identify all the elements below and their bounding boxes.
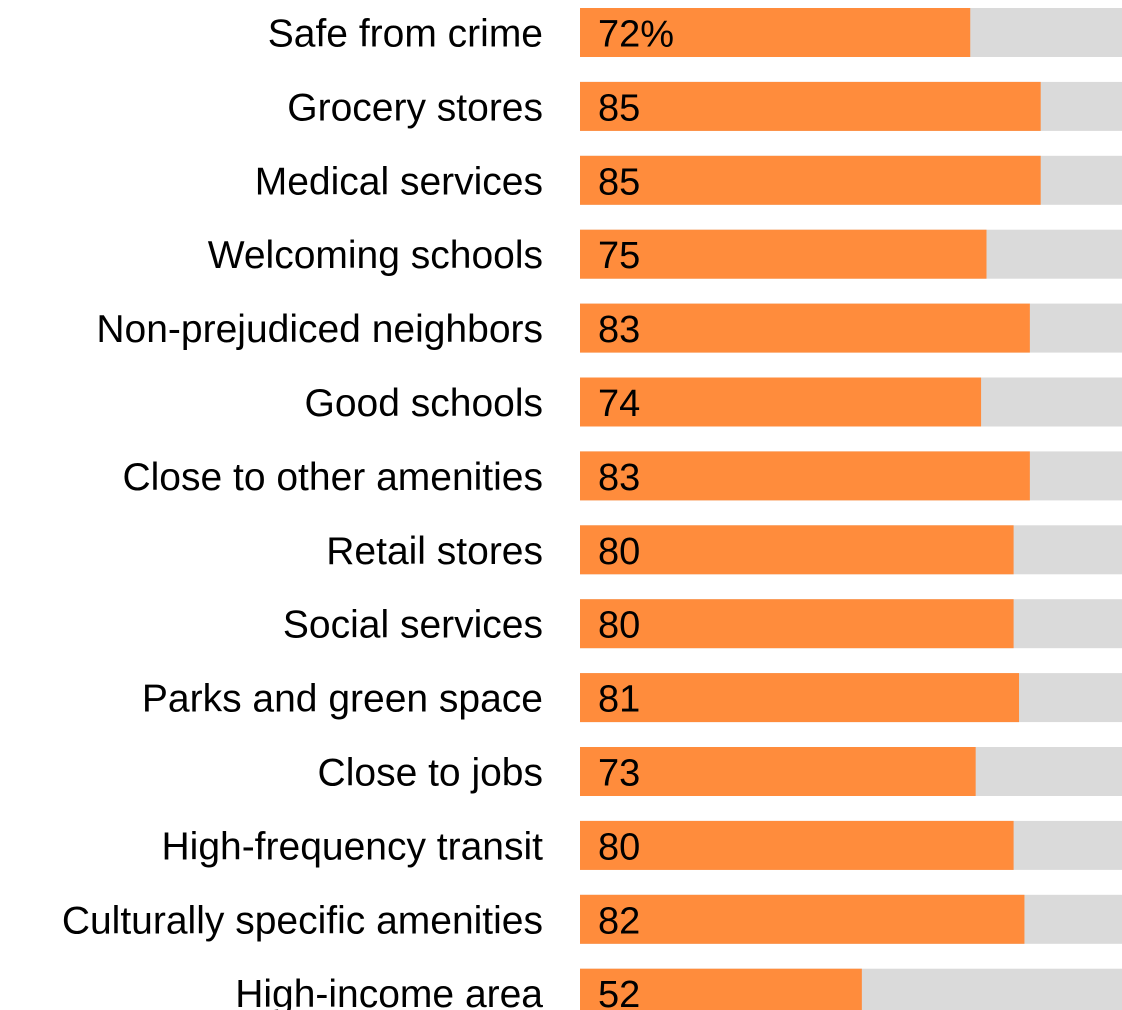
value-label: 85 [598,161,640,203]
category-label: Close to other amenities [122,456,543,499]
value-label: 83 [598,457,640,499]
value-label: 80 [598,531,640,573]
category-label: Safe from crime [268,13,543,56]
category-label: Parks and green space [142,678,543,721]
value-label: 80 [598,605,640,647]
value-label: 82 [598,900,640,942]
bar [580,599,1014,649]
bar [580,8,971,57]
category-label: Close to jobs [318,752,543,795]
bar [580,303,1030,353]
bar-row: Parks and green space 81 [142,673,1122,723]
bar-row: Good schools 74 [305,377,1122,427]
category-label: Retail stores [326,530,543,573]
bar-row: Non-prejudiced neighbors 83 [96,303,1122,353]
value-label: 52 [598,974,640,1010]
bar [580,377,982,427]
category-label: Non-prejudiced neighbors [96,308,543,351]
value-label: 72% [598,14,674,56]
bar [580,229,987,279]
value-label: 81 [598,679,640,721]
category-label: High-income area [235,973,543,1010]
bar-row: Medical services 85 [255,155,1122,205]
category-label: Grocery stores [287,86,543,129]
bar [580,155,1041,205]
category-label: Welcoming schools [208,234,543,277]
bar [580,81,1041,131]
value-label: 85 [598,87,640,129]
value-label: 83 [598,309,640,351]
bar-row: Social services 80 [283,599,1122,649]
value-label: 80 [598,826,640,868]
bar-row: Close to other amenities 83 [122,451,1122,501]
value-label: 75 [598,235,640,277]
bar-row: High-income area 52 [235,968,1122,1010]
bar [580,525,1014,575]
value-label: 74 [598,383,640,425]
bar [580,820,1014,870]
bar-row: Safe from crime 72% [268,8,1122,57]
bar-row: Grocery stores 85 [287,81,1122,131]
bar-row: High-frequency transit 80 [161,820,1122,870]
bar [580,968,862,1010]
category-label: Social services [283,604,543,647]
bar [580,747,976,796]
bar-row: Welcoming schools 75 [208,229,1122,279]
bar [580,451,1030,501]
category-label: Culturally specific amenities [62,899,543,942]
bar [580,894,1025,944]
bar-row: Culturally specific amenities 82 [62,894,1122,944]
bar [580,673,1020,723]
category-label: Good schools [305,382,543,425]
bar-row: Retail stores 80 [326,525,1122,575]
category-label: High-frequency transit [161,825,543,868]
bar-row: Close to jobs 73 [318,747,1122,796]
value-label: 73 [598,753,640,795]
chart-rows: Safe from crime 72%Grocery stores 85Medica… [62,8,1122,1010]
category-label: Medical services [255,160,543,203]
